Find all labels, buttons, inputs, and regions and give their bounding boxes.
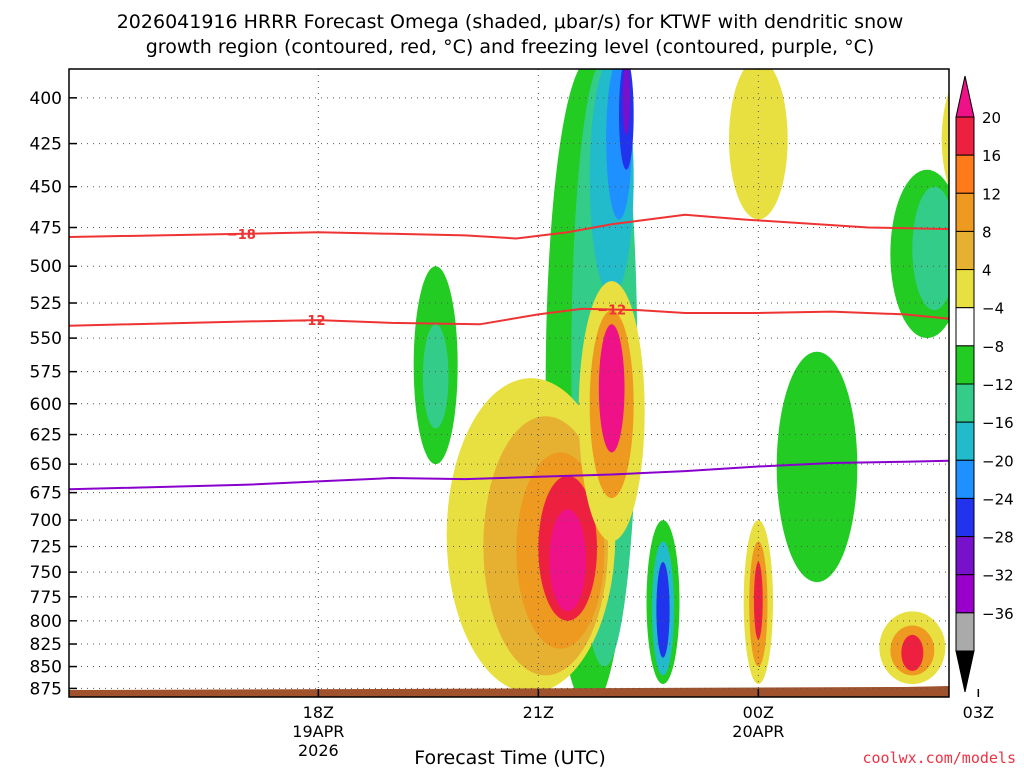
plot-area: −18 −12 −12 400 425 450 475 500 525 550 575 600 625 6… [30, 68, 1024, 760]
y-tick-label-425: 425 [30, 135, 62, 155]
y-tick-label-675: 675 [30, 484, 62, 504]
omega-pos-mid-tongue-band-3 [598, 324, 625, 453]
y-tick-label-500: 500 [30, 257, 62, 277]
y-tick-label-775: 775 [30, 588, 62, 608]
chart-title-line2: growth region (contoured, red, °C) and f… [146, 36, 875, 58]
colorbar: 20 16 12 8 4 −4 −8 −12 −16 −20 −24 −28 −32 −36 [955, 75, 1014, 693]
x-tick-date-18Z: 19APR [292, 722, 344, 741]
omega-pos-lower-plume-band-5 [549, 509, 587, 612]
contour-label-2: −12 [597, 303, 626, 318]
colorbar-label-7: −12 [982, 376, 1014, 394]
x-tick-year-18Z: 2026 [298, 741, 339, 760]
y-tick-label-725: 725 [30, 538, 62, 558]
y-tick-label-525: 525 [30, 294, 62, 314]
colorbar-label-11: −28 [982, 529, 1014, 547]
colorbar-label-5: −4 [982, 300, 1004, 318]
colorbar-label-13: −36 [982, 605, 1014, 623]
colorbar-swatch-10 [955, 497, 975, 538]
omega-neg-03z-upper-band-2 [912, 186, 949, 311]
contour-label-1: −12 [297, 314, 326, 329]
contour-freezing-level [69, 459, 949, 491]
colorbar-swatch-4 [955, 269, 975, 309]
colorbar-swatch-11 [955, 536, 975, 576]
omega-pos-upper-03z-band-1 [941, 91, 949, 188]
chart-title-line1: 2026041916 HRRR Forecast Omega (shaded, … [117, 11, 904, 33]
colorbar-swatch-0 [955, 116, 975, 156]
terrain-strip [69, 686, 949, 697]
x-axis-label: Forecast Time (UTC) [414, 747, 605, 768]
colorbar-label-2: 12 [982, 185, 1001, 203]
omega-neg-upper-column-band-6 [622, 69, 630, 135]
colorbar-swatch-3 [955, 230, 975, 271]
x-tick-date-00Z: 20APR [732, 722, 784, 741]
colorbar-label-9: −20 [982, 452, 1014, 470]
colorbar-swatch-9 [955, 459, 975, 499]
colorbar-swatch-13 [955, 612, 975, 652]
y-tick-label-825: 825 [30, 635, 62, 655]
omega-pos-upper-00z-band-1 [729, 69, 788, 220]
y-tick-label-875: 875 [30, 679, 62, 699]
colorbar-label-8: −16 [982, 414, 1014, 432]
contour-label-0: −18 [227, 228, 256, 243]
colorbar-label-3: 8 [982, 223, 992, 241]
colorbar-label-4: 4 [982, 262, 992, 280]
x-tick-label-21Z: 21Z [523, 703, 554, 722]
x-tick-label-18Z: 18Z [303, 703, 334, 722]
colorbar-top-arrow [955, 75, 975, 118]
y-tick-label-625: 625 [30, 426, 62, 446]
omega-pos-02z-band-3 [901, 634, 924, 671]
colorbar-swatch-12 [955, 574, 975, 614]
y-tick-label-800: 800 [30, 612, 62, 632]
y-tick-label-600: 600 [30, 395, 62, 415]
omega-neg-low-core-band-3 [656, 561, 670, 658]
colorbar-label-12: −32 [982, 567, 1014, 585]
y-tick-label-475: 475 [30, 218, 62, 238]
colorbar-swatch-1 [955, 154, 975, 194]
y-tick-label-450: 450 [30, 178, 62, 198]
omega-pos-00z-column-band-3 [753, 561, 763, 640]
omega-neg-east-band-1 [1015, 170, 1024, 582]
colorbar-swatch-8 [955, 421, 975, 461]
colorbar-swatch-6 [955, 345, 975, 385]
colorbar-swatch-5 [955, 307, 975, 347]
x-tick-label-03Z: 03Z [963, 703, 994, 722]
colorbar-label-0: 20 [982, 109, 1001, 127]
y-tick-label-750: 750 [30, 563, 62, 583]
colorbar-label-1: 16 [982, 147, 1001, 165]
omega-neg-01z-band-1 [776, 351, 858, 583]
shaded-omega-field: −18 −12 −12 [69, 69, 1024, 697]
omega-neg-left-mid-band-2 [422, 324, 449, 429]
contour-dgz-minus18 [69, 213, 949, 240]
y-tick-label-650: 650 [30, 455, 62, 475]
x-tick-label-00Z: 00Z [743, 703, 774, 722]
colorbar-swatch-2 [955, 192, 975, 232]
colorbar-swatch-7 [955, 383, 975, 423]
y-tick-label-575: 575 [30, 363, 62, 383]
y-tick-label-400: 400 [30, 89, 62, 109]
colorbar-bottom-arrow [955, 650, 975, 693]
contour-dgz-minus12 [69, 307, 949, 327]
y-tick-label-850: 850 [30, 658, 62, 678]
plot-frame [68, 68, 950, 698]
watermark-link[interactable]: coolwx.com/models [862, 749, 1016, 767]
y-tick-label-700: 700 [30, 511, 62, 531]
y-tick-label-550: 550 [30, 329, 62, 349]
colorbar-label-6: −8 [982, 338, 1004, 356]
colorbar-label-10: −24 [982, 490, 1014, 508]
